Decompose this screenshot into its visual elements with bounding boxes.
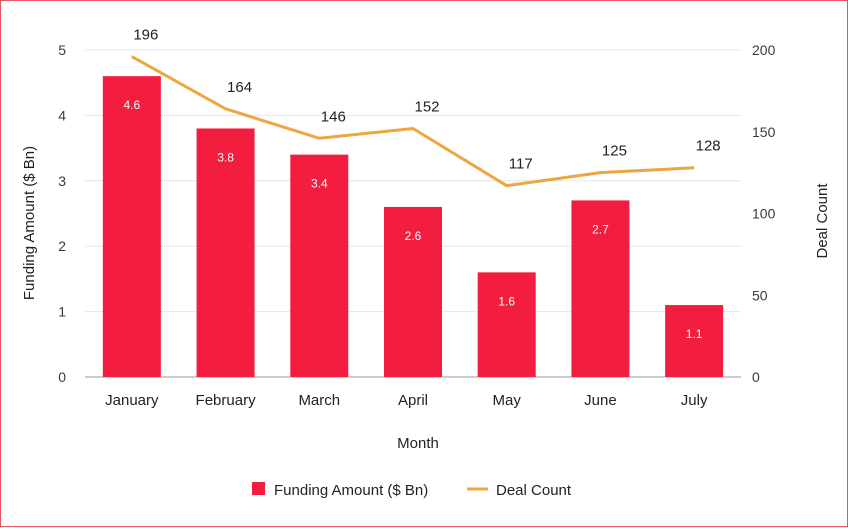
y2-tick-label: 0 xyxy=(752,369,760,385)
y-tick-label: 0 xyxy=(58,369,66,385)
funding-bar-labels: 4.6 3.8 3.4 2.6 1.6 2.7 1.1 xyxy=(124,98,703,341)
x-tick-label: March xyxy=(298,392,340,409)
y-tick-label: 1 xyxy=(58,304,66,320)
x-tick-label: January xyxy=(105,392,159,409)
bar-value-label: 2.7 xyxy=(592,222,609,236)
bar-july xyxy=(665,305,724,377)
bar-value-label: 3.4 xyxy=(311,177,328,191)
bar-value-label: 4.6 xyxy=(124,98,141,112)
legend-bar-label: Funding Amount ($ Bn) xyxy=(274,482,428,499)
bar-value-label: 1.1 xyxy=(686,327,703,341)
x-tick-label: May xyxy=(493,392,522,409)
y-tick-label: 2 xyxy=(58,238,66,254)
y2-tick-label: 200 xyxy=(752,42,776,58)
y-tick-label: 3 xyxy=(58,173,66,189)
deal-count-line-group xyxy=(131,55,695,188)
bar-march xyxy=(290,154,349,377)
x-axis-title: Month xyxy=(397,435,439,452)
line-value-label: 117 xyxy=(509,156,533,173)
line-value-label: 128 xyxy=(696,138,721,155)
left-axis-ticks: 0 1 2 3 4 5 xyxy=(58,42,66,385)
x-tick-label: July xyxy=(681,392,708,409)
deal-count-labels: 196 164 146 152 117 125 128 xyxy=(133,27,720,173)
line-value-label: 152 xyxy=(414,98,439,115)
line-value-label: 164 xyxy=(227,79,252,96)
bar-february xyxy=(196,128,255,377)
right-axis-ticks: 0 50 100 150 200 xyxy=(752,42,776,385)
y2-tick-label: 100 xyxy=(752,206,776,222)
x-tick-label: April xyxy=(398,392,428,409)
y2-tick-label: 150 xyxy=(752,124,776,140)
legend-bar-swatch xyxy=(252,482,265,495)
category-labels: January February March April May June July xyxy=(105,392,708,409)
line-value-label: 146 xyxy=(321,108,346,125)
y-tick-label: 5 xyxy=(58,42,66,58)
legend-line-label: Deal Count xyxy=(496,482,572,499)
bar-april xyxy=(384,206,442,377)
funding-bars xyxy=(102,76,724,377)
line-value-label: 196 xyxy=(133,27,158,44)
x-tick-label: February xyxy=(196,392,257,409)
bar-january xyxy=(102,76,161,377)
bar-may xyxy=(477,272,536,377)
bar-value-label: 1.6 xyxy=(498,294,515,308)
bar-value-label: 2.6 xyxy=(405,229,422,243)
y-tick-label: 4 xyxy=(58,107,66,123)
bar-june xyxy=(571,200,630,377)
line-value-label: 125 xyxy=(602,143,627,160)
legend: Funding Amount ($ Bn) Deal Count xyxy=(252,482,572,499)
bar-value-label: 3.8 xyxy=(217,150,234,164)
y2-axis-title: Deal Count xyxy=(814,183,831,259)
deal-count-line xyxy=(131,55,695,188)
x-tick-label: June xyxy=(584,392,617,409)
y2-tick-label: 50 xyxy=(752,287,768,303)
y-axis-title: Funding Amount ($ Bn) xyxy=(21,146,38,300)
